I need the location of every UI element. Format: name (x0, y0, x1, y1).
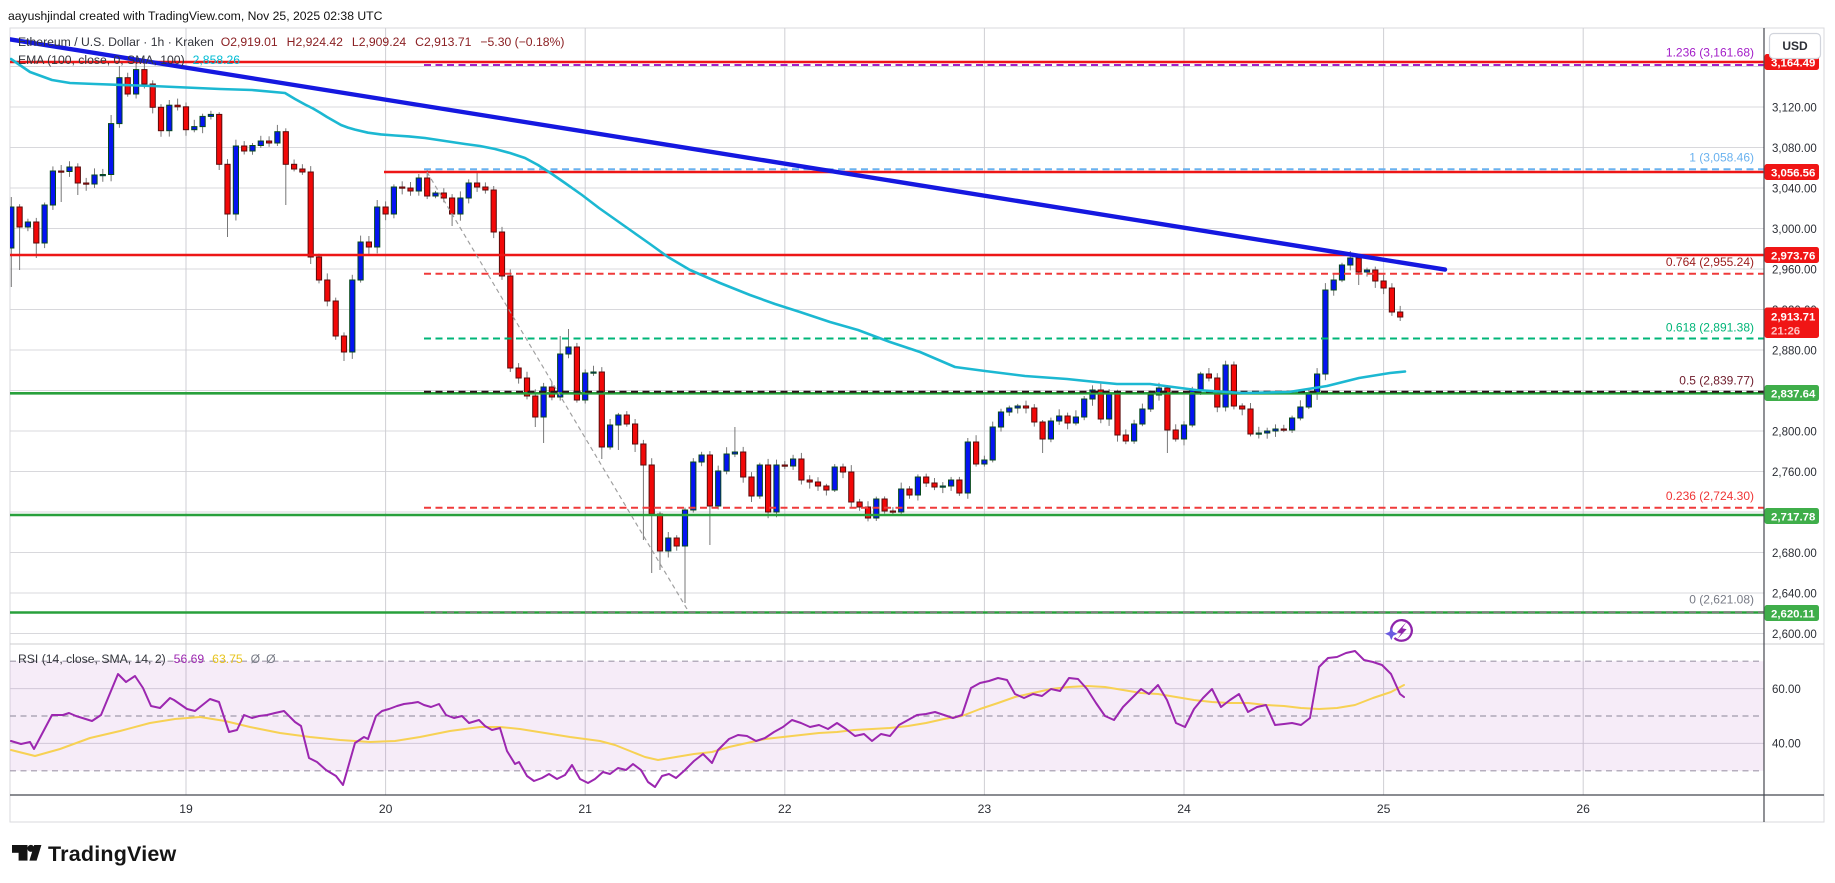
svg-text:RSI (14, close, SMA, 14, 2)56.: RSI (14, close, SMA, 14, 2) 56.69 63.75 Ø Ø (18, 652, 276, 666)
svg-text:19: 19 (179, 802, 193, 816)
svg-text:0.618 (2,891.38): 0.618 (2,891.38) (1666, 320, 1754, 334)
svg-text:2,620.11: 2,620.11 (1771, 609, 1815, 621)
svg-text:21:26: 21:26 (1771, 326, 1800, 338)
svg-text:26: 26 (1576, 802, 1590, 816)
svg-text:24: 24 (1177, 802, 1191, 816)
svg-text:0.5 (2,839.77): 0.5 (2,839.77) (1679, 373, 1754, 387)
svg-text:Ethereum / U.S. Dollar · 1h ·: Ethereum / U.S. Dollar · 1h · Kraken O2,9… (18, 35, 564, 49)
svg-text:3,040.00: 3,040.00 (1772, 183, 1817, 195)
svg-text:2,880.00: 2,880.00 (1772, 345, 1817, 357)
svg-text:3,056.56: 3,056.56 (1771, 168, 1815, 180)
svg-text:2,973.76: 2,973.76 (1771, 251, 1815, 263)
svg-text:22: 22 (778, 802, 792, 816)
svg-text:1 (3,058.46): 1 (3,058.46) (1689, 150, 1754, 164)
svg-text:0 (2,621.08): 0 (2,621.08) (1689, 592, 1754, 606)
svg-text:1.236 (3,161.68): 1.236 (3,161.68) (1666, 45, 1754, 59)
svg-text:21: 21 (578, 802, 592, 816)
svg-text:2,760.00: 2,760.00 (1772, 467, 1817, 479)
svg-text:aayushjindal created with Trad: aayushjindal created with TradingView.co… (8, 9, 383, 23)
svg-text:USD: USD (1782, 39, 1808, 53)
svg-text:2,837.64: 2,837.64 (1771, 389, 1816, 401)
svg-text:20: 20 (379, 802, 393, 816)
svg-text:2,913.71: 2,913.71 (1771, 312, 1816, 324)
svg-text:0.236 (2,724.30): 0.236 (2,724.30) (1666, 489, 1754, 503)
svg-text:60.00: 60.00 (1772, 684, 1801, 696)
svg-text:3,120.00: 3,120.00 (1772, 102, 1817, 114)
svg-text:2,717.78: 2,717.78 (1771, 512, 1815, 524)
svg-text:3,000.00: 3,000.00 (1772, 224, 1817, 236)
svg-text:2,600.00: 2,600.00 (1772, 629, 1817, 641)
svg-text:3,164.49: 3,164.49 (1771, 58, 1815, 70)
svg-text:TradingView: TradingView (48, 842, 177, 866)
svg-text:3,080.00: 3,080.00 (1772, 143, 1817, 155)
svg-text:EMA (100, close, 0, SMA, 100)2: EMA (100, close, 0, SMA, 100) 2,858.26 (18, 53, 240, 67)
svg-text:40.00: 40.00 (1772, 739, 1801, 751)
svg-text:2,680.00: 2,680.00 (1772, 548, 1817, 560)
svg-text:2,640.00: 2,640.00 (1772, 588, 1817, 600)
svg-text:25: 25 (1377, 802, 1391, 816)
svg-text:0.764 (2,955.24): 0.764 (2,955.24) (1666, 255, 1754, 269)
svg-text:23: 23 (978, 802, 992, 816)
svg-text:2,800.00: 2,800.00 (1772, 426, 1817, 438)
svg-text:2,960.00: 2,960.00 (1772, 264, 1817, 276)
